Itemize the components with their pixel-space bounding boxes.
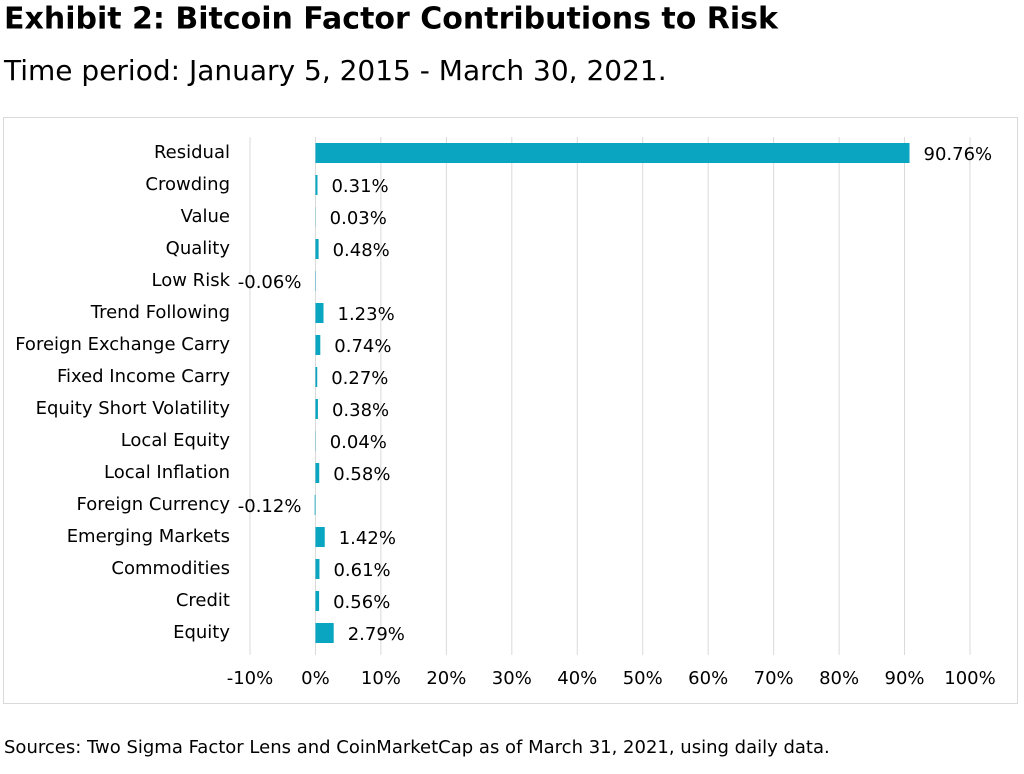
bar bbox=[315, 463, 320, 483]
value-label: 0.31% bbox=[331, 176, 388, 197]
value-label: 0.74% bbox=[334, 336, 391, 357]
value-label: 2.79% bbox=[348, 624, 405, 645]
value-label: 0.48% bbox=[333, 240, 390, 261]
value-label: 0.04% bbox=[330, 432, 387, 453]
y-tick-label: Quality bbox=[166, 238, 231, 259]
y-tick-label: Foreign Exchange Carry bbox=[15, 334, 230, 355]
plot-frame bbox=[3, 117, 1018, 704]
x-tick-label: 40% bbox=[557, 668, 597, 689]
value-label: 0.61% bbox=[333, 560, 390, 581]
chart-title: Exhibit 2: Bitcoin Factor Contributions … bbox=[4, 2, 779, 37]
y-tick-label: Fixed Income Carry bbox=[57, 366, 230, 387]
bar bbox=[315, 367, 318, 387]
bar bbox=[315, 559, 320, 579]
value-label: 0.03% bbox=[330, 208, 387, 229]
value-label: 0.56% bbox=[333, 592, 390, 613]
bar bbox=[315, 591, 320, 611]
value-label: 1.42% bbox=[339, 528, 396, 549]
bar bbox=[315, 399, 318, 419]
bar bbox=[315, 239, 319, 259]
y-tick-label: Residual bbox=[154, 142, 230, 163]
bar bbox=[315, 143, 910, 163]
bar bbox=[315, 303, 324, 323]
x-tick-label: 30% bbox=[492, 668, 532, 689]
x-tick-label: 70% bbox=[754, 668, 794, 689]
bar bbox=[314, 495, 316, 515]
value-label: 0.27% bbox=[331, 368, 388, 389]
y-tick-label: Equity Short Volatility bbox=[36, 398, 231, 419]
bar bbox=[315, 335, 321, 355]
y-tick-label: Emerging Markets bbox=[67, 526, 230, 547]
source-note: Sources: Two Sigma Factor Lens and CoinM… bbox=[4, 737, 830, 758]
x-tick-label: 0% bbox=[301, 668, 330, 689]
x-tick-label: 10% bbox=[361, 668, 401, 689]
x-tick-label: 50% bbox=[623, 668, 663, 689]
x-tick-label: 80% bbox=[819, 668, 859, 689]
y-tick-label: Commodities bbox=[111, 558, 230, 579]
value-label: -0.12% bbox=[238, 496, 302, 517]
y-tick-label: Equity bbox=[173, 622, 230, 643]
y-tick-label: Low Risk bbox=[152, 270, 231, 291]
value-label: 1.23% bbox=[338, 304, 395, 325]
x-tick-label: 20% bbox=[426, 668, 466, 689]
x-tick-label: 90% bbox=[885, 668, 925, 689]
y-tick-label: Credit bbox=[176, 590, 230, 611]
value-label: -0.06% bbox=[238, 272, 302, 293]
y-tick-label: Crowding bbox=[145, 174, 230, 195]
y-tick-label: Value bbox=[181, 206, 230, 227]
bar bbox=[315, 527, 325, 547]
chart-subtitle: Time period: January 5, 2015 - March 30,… bbox=[3, 54, 667, 87]
x-tick-label: -10% bbox=[227, 668, 274, 689]
x-tick-label: 100% bbox=[944, 668, 995, 689]
y-tick-label: Local Inflation bbox=[104, 462, 230, 483]
value-label: 0.58% bbox=[333, 464, 390, 485]
value-label: 0.38% bbox=[332, 400, 389, 421]
y-tick-label: Foreign Currency bbox=[77, 494, 231, 515]
bar bbox=[315, 175, 318, 195]
value-label: 90.76% bbox=[924, 144, 993, 165]
bar bbox=[315, 623, 334, 643]
y-tick-label: Trend Following bbox=[90, 302, 230, 323]
y-tick-label: Local Equity bbox=[121, 430, 231, 451]
x-tick-label: 60% bbox=[688, 668, 728, 689]
